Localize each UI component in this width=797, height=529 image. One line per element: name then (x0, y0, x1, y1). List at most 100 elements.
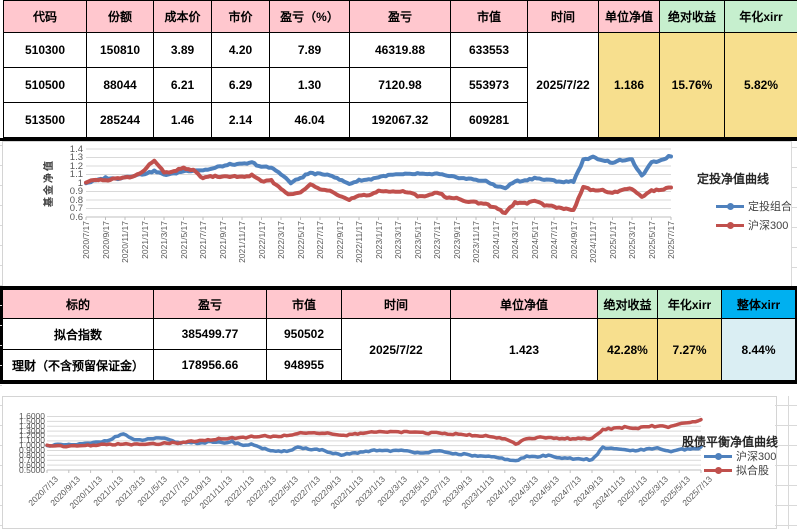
y-tick-label: 1.1000 (19, 435, 45, 446)
cell-shares[interactable]: 88044 (86, 67, 154, 103)
cell-pl-pct[interactable]: 46.04 (269, 102, 350, 138)
sheet-gridline (791, 247, 797, 248)
chart-title: 定投净值曲线 (697, 172, 770, 186)
legend-line-marker-icon (716, 221, 744, 229)
col-header-xirr[interactable]: 年化xirr (657, 289, 722, 319)
cell-shares[interactable]: 150810 (86, 32, 154, 68)
cell-pl[interactable]: 192067.32 (349, 102, 451, 138)
sheet-gridline (0, 345, 2, 346)
cell-cost[interactable]: 3.89 (153, 32, 212, 68)
cell-pl[interactable]: 7120.98 (349, 67, 451, 103)
legend-item[interactable]: 拟合股 (704, 463, 769, 477)
legend-label: 定投组合 (748, 201, 792, 213)
cell-unit-nav[interactable]: 1.186 (598, 32, 660, 138)
col-header-nav[interactable]: 单位净值 (450, 289, 598, 319)
col-header-pl[interactable]: 盈亏 (349, 0, 451, 33)
x-tick-label: 2025/1/17 (607, 221, 618, 259)
col-header-pl-pct[interactable]: 盈亏（%） (269, 0, 350, 33)
col-header-shares[interactable]: 份额 (86, 0, 154, 33)
col-header-code[interactable]: 代码 (3, 0, 87, 33)
cell-mv[interactable]: 553973 (450, 67, 528, 103)
y-tick-label: 0.9000 (19, 445, 45, 456)
cell-code[interactable]: 513500 (3, 102, 87, 138)
y-tick-label: 0.6000 (19, 459, 45, 470)
x-tick-label: 2024/5/17 (529, 221, 540, 259)
cell-mv[interactable]: 950502 (266, 318, 342, 350)
y-tick-label: 0.5000 (19, 464, 45, 475)
x-tick-label: 2025/7/17 (666, 221, 676, 259)
y-tick-label: 1.1 (69, 169, 83, 180)
cell-cost[interactable]: 6.21 (153, 67, 212, 103)
y-tick-label: 1 (77, 177, 83, 189)
col-header-xirr[interactable]: 年化xirr (724, 0, 797, 33)
legend-label: 拟合股 (736, 465, 769, 477)
x-tick-label: 2021/3/17 (159, 221, 169, 259)
cell-target[interactable]: 拟合指数 (2, 318, 154, 350)
y-tick-label: 0.7 (69, 203, 83, 214)
cell-xirr[interactable]: 5.82% (724, 32, 797, 138)
chart-balance-nav[interactable]: 股债平衡净值曲线 沪深300 拟合股 2020/7/13 2020/9/13 202… (2, 396, 778, 529)
sheet-gridline (0, 465, 2, 466)
cell-pl[interactable]: 385499.77 (153, 318, 267, 350)
col-header-price[interactable]: 市价 (211, 0, 270, 33)
x-tick-label: 2022/11/17 (354, 221, 364, 263)
cell-code[interactable]: 510300 (3, 32, 87, 68)
col-header-nav[interactable]: 单位净值 (598, 0, 660, 33)
sheet-gridline (0, 325, 2, 326)
cell-pl[interactable]: 178956.66 (153, 349, 267, 381)
cell-cost[interactable]: 1.46 (153, 102, 212, 138)
sheet-gridline (0, 165, 2, 166)
x-tick-label: 2020/7/17 (81, 221, 91, 259)
y-tick-label: 1.2 (69, 160, 83, 172)
cell-mv[interactable]: 633553 (450, 32, 528, 68)
y-tick-label: 1.0000 (19, 440, 45, 451)
col-header-mv[interactable]: 市值 (266, 289, 342, 319)
cell-price[interactable]: 4.20 (211, 32, 270, 68)
cell-target[interactable]: 理财（不含预留保证金） (2, 349, 154, 381)
col-header-cost[interactable]: 成本价 (153, 0, 212, 33)
col-header-time[interactable]: 时间 (341, 289, 451, 319)
cell-price[interactable]: 6.29 (211, 67, 270, 103)
cell-abs-return[interactable]: 15.76% (659, 32, 725, 138)
cell-shares[interactable]: 285244 (86, 102, 154, 138)
x-tick-label: 2024/11/17 (588, 221, 598, 263)
col-header-abs-return[interactable]: 绝对收益 (597, 289, 658, 319)
sheet-gridline (775, 485, 797, 486)
cell-mv[interactable]: 948955 (266, 349, 342, 381)
cell-mv[interactable]: 609281 (450, 102, 528, 138)
col-header-abs-return[interactable]: 绝对收益 (659, 0, 725, 33)
x-tick-label: 2020/9/17 (100, 221, 111, 259)
cell-abs-return[interactable]: 42.28% (597, 318, 658, 381)
col-header-mv[interactable]: 市值 (450, 0, 528, 33)
legend-item[interactable]: 沪深300 (704, 449, 776, 463)
x-tick-label: 2023/5/17 (412, 221, 423, 259)
sheet-gridline (0, 285, 2, 286)
col-header-overall-xirr[interactable]: 整体xirr (721, 289, 796, 319)
cell-pl[interactable]: 46319.88 (349, 32, 451, 68)
cell-unit-nav[interactable]: 1.423 (450, 318, 598, 381)
legend-item[interactable]: 沪深300 (716, 218, 788, 232)
sheet-gridline (0, 225, 2, 226)
cell-code[interactable]: 510500 (3, 67, 87, 103)
legend-label: 沪深300 (748, 220, 789, 232)
sheet-gridline (791, 167, 797, 168)
col-header-pl[interactable]: 盈亏 (153, 289, 267, 319)
x-tick-label: 2022/5/17 (295, 221, 306, 259)
sheet-gridline (788, 396, 789, 529)
col-header-time[interactable]: 时间 (527, 0, 599, 33)
sheet-gridline (791, 207, 797, 208)
chart-dca-nav[interactable]: 基金净值 定投净值曲线 定投组合 沪深300 2020/7/17 2020/9/1… (2, 141, 792, 287)
cell-time[interactable]: 2025/7/22 (527, 32, 599, 138)
col-header-target[interactable]: 标的 (2, 289, 154, 319)
sheet-gridline (0, 385, 2, 386)
positions-table-wrapper: 代码 份额 成本价 市价 盈亏（%） 盈亏 市值 时间 单位净值 绝对收益 年化… (0, 0, 797, 141)
cell-pl-pct[interactable]: 1.30 (269, 67, 350, 103)
cell-xirr[interactable]: 7.27% (657, 318, 722, 381)
cell-pl-pct[interactable]: 7.89 (269, 32, 350, 68)
y-tick-label: 1.5000 (19, 415, 45, 426)
legend-item[interactable]: 定投组合 (716, 199, 792, 213)
sheet-gridline (0, 185, 2, 186)
cell-price[interactable]: 2.14 (211, 102, 270, 138)
cell-overall-xirr[interactable]: 8.44% (721, 318, 796, 381)
cell-time[interactable]: 2025/7/22 (341, 318, 451, 381)
